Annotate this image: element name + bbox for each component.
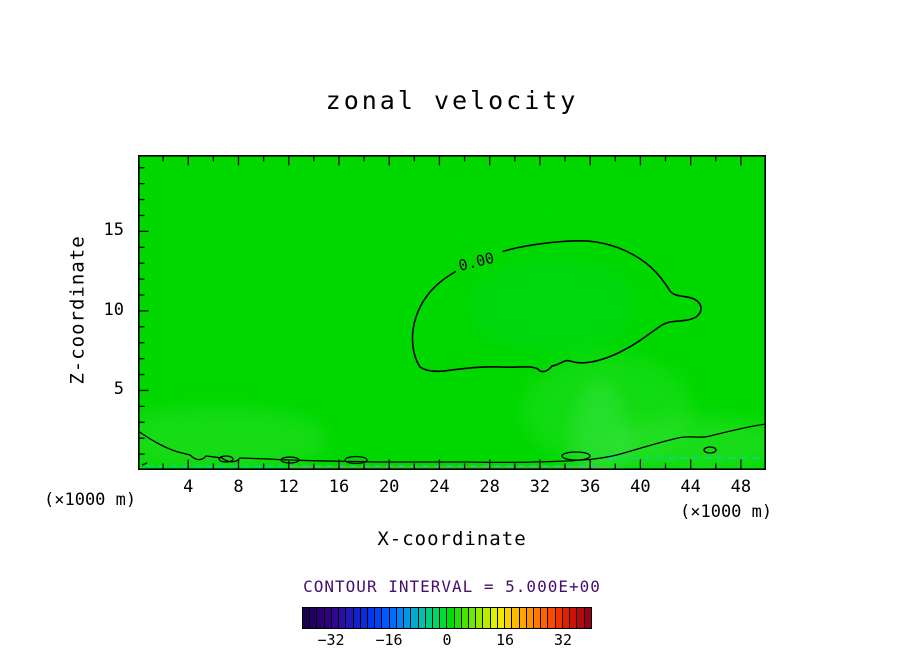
colorbar-cell: [403, 608, 411, 628]
colorbar-tick-label: 32: [553, 631, 573, 649]
colorbar-cell: [374, 608, 382, 628]
colorbar-cell: [489, 608, 497, 628]
x-tick-label: 44: [680, 477, 701, 497]
x-tick-label: 48: [730, 477, 752, 497]
colorbar-cell: [482, 608, 490, 628]
x-tick-label: 24: [429, 477, 450, 497]
colorbar-cell: [576, 608, 584, 628]
colorbar-cell: [330, 608, 339, 628]
colorbar-cell: [525, 608, 533, 628]
x-tick-label: 36: [579, 477, 601, 497]
colorbar-cell: [388, 608, 396, 628]
colorbar-cell: [303, 608, 310, 628]
colorbar-cell: [424, 608, 432, 628]
colorbar-tick-label: 0: [442, 631, 452, 649]
colorbar-cell: [309, 608, 317, 628]
plot-title: zonal velocity: [325, 86, 579, 115]
plot-frame: [138, 155, 766, 470]
z-axis-units: (×1000 m): [44, 490, 137, 510]
colorbar-cell: [496, 608, 505, 628]
colorbar: [302, 607, 592, 629]
colorbar-cell: [410, 608, 418, 628]
contour-label-mask: [452, 247, 506, 276]
colorbar-cell: [345, 608, 353, 628]
colorbar-cell: [359, 608, 367, 628]
x-tick-label: 20: [378, 477, 400, 497]
x-tick-label: 32: [529, 477, 551, 497]
colorbar-cell: [540, 608, 548, 628]
colorbar-tick-label: −32: [317, 631, 345, 649]
axis-ticks: [139, 156, 742, 469]
x-tick-label: 40: [630, 477, 651, 497]
colorbar-tick-label: −16: [375, 631, 403, 649]
colorbar-cell: [352, 608, 360, 628]
contour-plot: 0.00: [138, 155, 766, 470]
field-shading: [138, 175, 766, 470]
contour-interval-label: CONTOUR INTERVAL = 5.000E+00: [303, 577, 601, 596]
z-tick-labels: 5 10 15: [0, 155, 128, 470]
x-axis-units: (×1000 m): [680, 502, 773, 522]
colorbar-cell: [338, 608, 346, 628]
colorbar-cell: [453, 608, 461, 628]
x-tick-label: 12: [278, 477, 299, 497]
colorbar-tick-labels: −32 −16 0 16 32: [302, 631, 592, 649]
x-axis-label: X-coordinate: [377, 528, 527, 550]
z-tick-label: 5: [113, 379, 124, 400]
colorbar-cell: [569, 608, 577, 628]
colorbar-tick-label: 16: [495, 631, 515, 649]
colorbar-cell: [381, 608, 389, 628]
x-tick-label: 8: [233, 477, 244, 497]
colorbar-cell: [475, 608, 483, 628]
colorbar-cell: [323, 608, 331, 628]
colorbar-cell: [511, 608, 519, 628]
colorbar-cell: [366, 608, 375, 628]
x-tick-label: 4: [183, 477, 194, 497]
colorbar-cell: [316, 608, 324, 628]
negative-dashed-contours: [146, 457, 762, 467]
colorbar-cell: [504, 608, 512, 628]
colorbar-cell: [561, 608, 570, 628]
colorbar-cell: [446, 608, 454, 628]
colorbar-cell: [417, 608, 425, 628]
colorbar-cell: [583, 608, 591, 628]
colorbar-cell: [533, 608, 541, 628]
colorbar-cell: [547, 608, 555, 628]
surface-contours: [138, 423, 766, 466]
z-tick-label: 15: [103, 220, 124, 241]
colorbar-cell: [395, 608, 404, 628]
colorbar-cell: [518, 608, 526, 628]
x-tick-label: 16: [328, 477, 350, 497]
x-tick-label: 28: [479, 477, 500, 497]
colorbar-cell: [468, 608, 476, 628]
colorbar-cell: [460, 608, 469, 628]
x-tick-labels: 4 8 12 16 20 24 28 32 36 40 44 48: [138, 477, 766, 499]
z-tick-label: 10: [103, 299, 124, 320]
colorbar-cell: [439, 608, 447, 628]
colorbar-cell: [554, 608, 562, 628]
colorbar-cell: [431, 608, 440, 628]
